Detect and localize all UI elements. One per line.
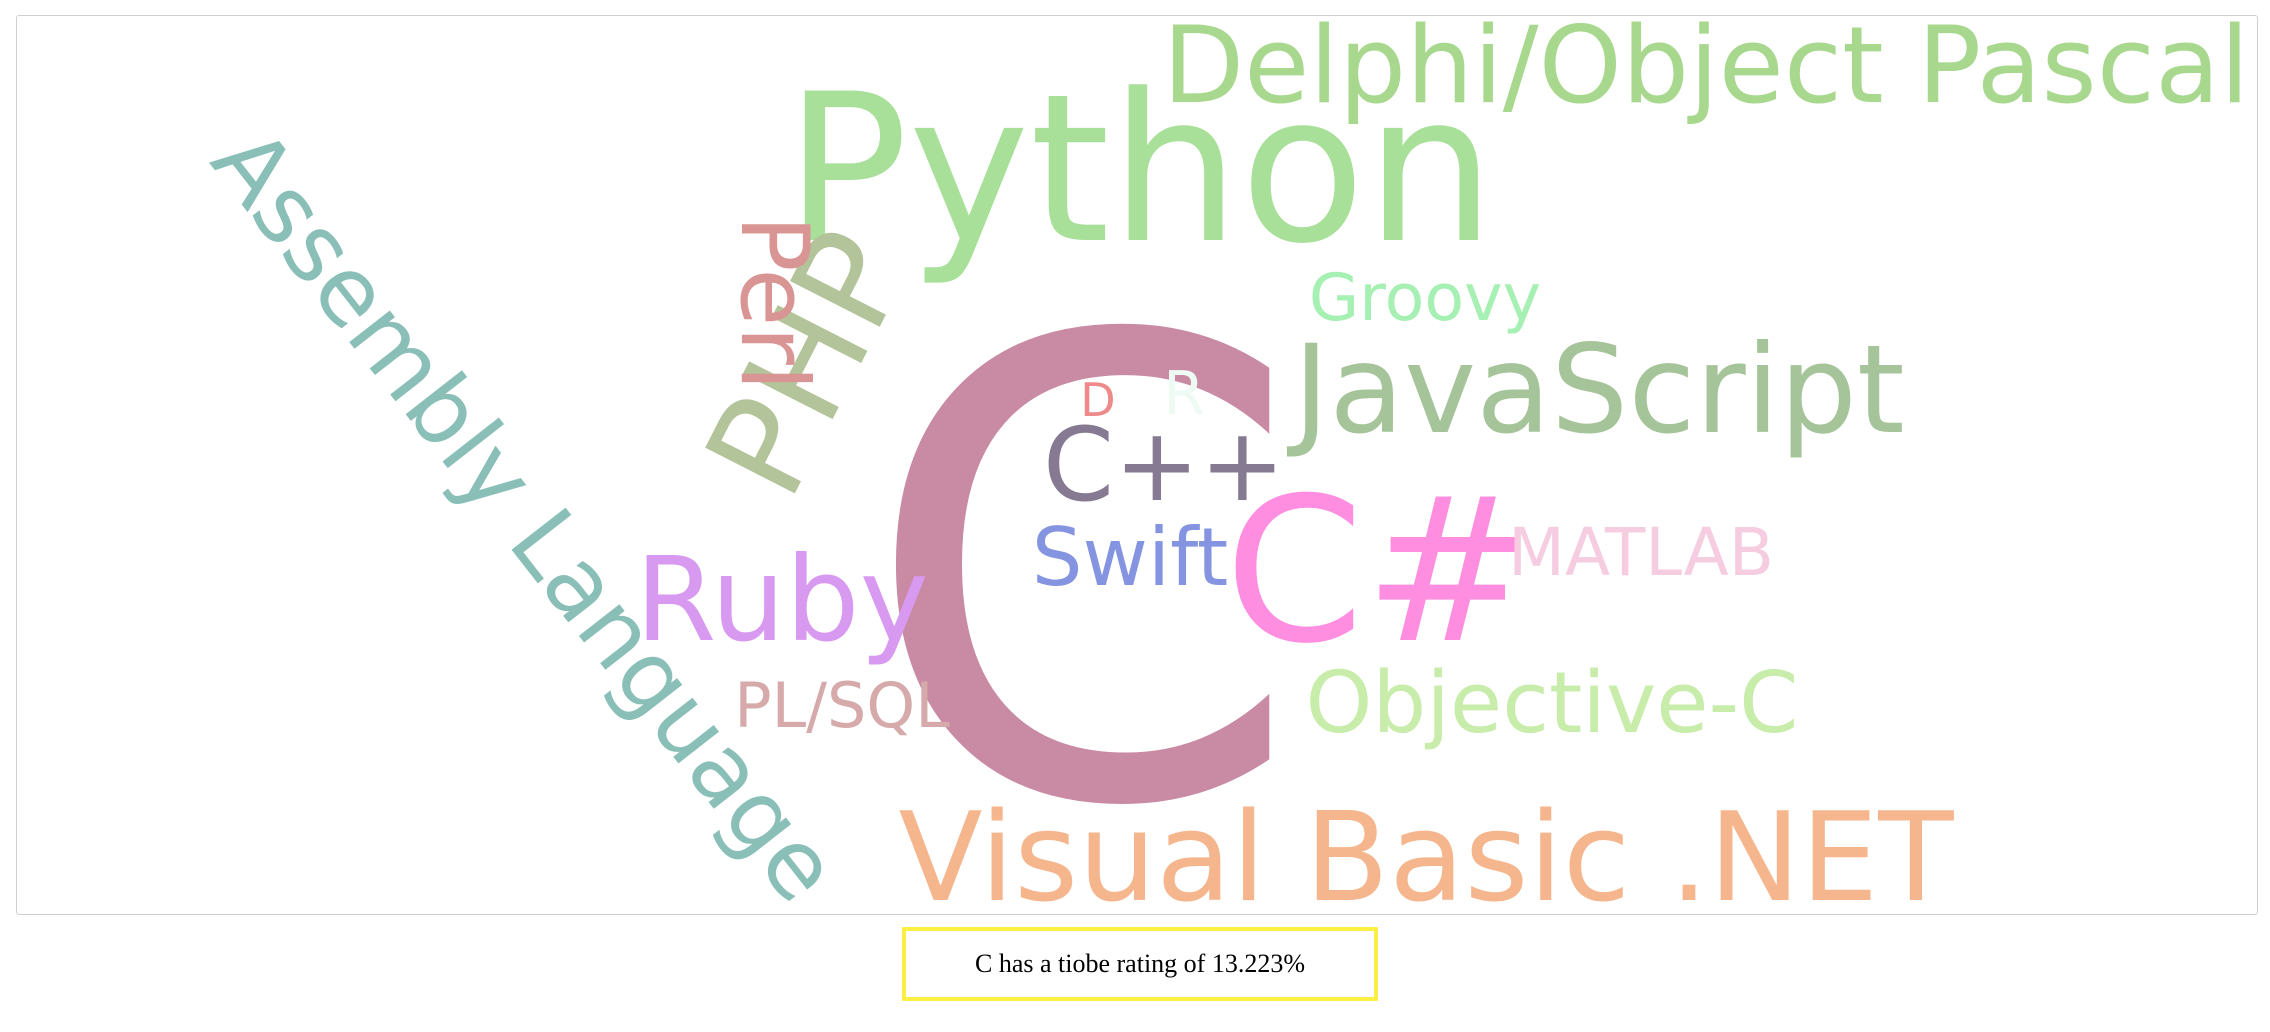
word-javascript[interactable]: JavaScript (1286, 319, 1905, 461)
word-matlab[interactable]: MATLAB (1508, 514, 1774, 591)
word-ruby[interactable]: Ruby (635, 531, 929, 668)
rating-tooltip-text: C has a tiobe rating of 13.223% (975, 949, 1305, 978)
word-r[interactable]: R (1163, 359, 1205, 429)
word-python[interactable]: Python (785, 51, 1496, 289)
word-pl-sql[interactable]: PL/SQL (734, 669, 950, 742)
word-delphi-object-pascal[interactable]: Delphi/Object Pascal (1163, 4, 2250, 127)
rating-tooltip: C has a tiobe rating of 13.223% (902, 927, 1378, 1001)
word-visual-basic-net[interactable]: Visual Basic .NET (899, 787, 1955, 930)
word-objective-c[interactable]: Objective-C (1305, 654, 1798, 753)
word-cloud-frame (16, 15, 2258, 915)
word-c[interactable]: C (860, 206, 1303, 945)
word-c-sharp[interactable]: C# (1224, 455, 1531, 688)
word-cpp[interactable]: C++ (1043, 406, 1285, 525)
word-groovy[interactable]: Groovy (1309, 261, 1541, 336)
word-d[interactable]: D (1080, 373, 1115, 427)
word-swift[interactable]: Swift (1032, 511, 1229, 604)
word-perl[interactable]: Perl (719, 215, 828, 391)
